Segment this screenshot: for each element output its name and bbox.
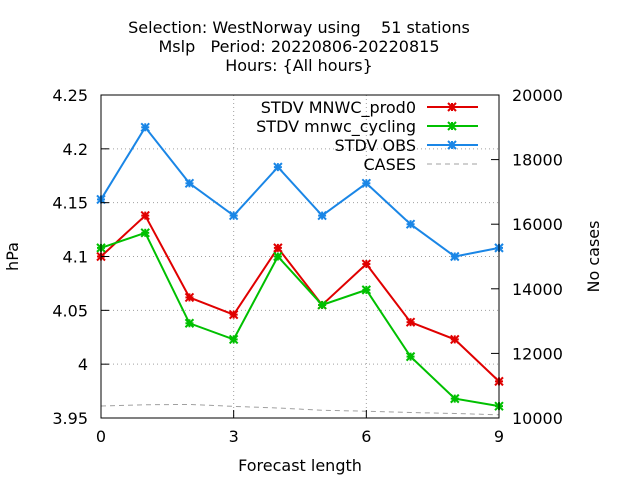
- legend-label: STDV OBS: [335, 136, 416, 155]
- y-tick-label: 4.05: [52, 301, 88, 320]
- series-line-3: [100, 125, 500, 258]
- x-tick-label: 9: [494, 427, 504, 446]
- x-axis-label: Forecast length: [238, 456, 362, 475]
- series-line-4: [100, 403, 500, 416]
- y2-tick-label: 20000: [512, 86, 563, 105]
- data-point: [405, 351, 416, 362]
- data-point: [405, 317, 416, 327]
- legend-label: STDV MNWC_prod0: [261, 98, 416, 118]
- data-point: [450, 251, 460, 262]
- data-point: [140, 122, 150, 133]
- y2-tick-label: 14000: [512, 280, 563, 299]
- title-line-3: Hours: {All hours}: [225, 56, 373, 75]
- data-point: [140, 210, 150, 221]
- data-point: [184, 178, 195, 188]
- y-tick-label: 4.25: [52, 86, 88, 105]
- data-point: [184, 292, 195, 303]
- data-point: [361, 178, 372, 188]
- axis-ticks: 3.95 4 4.05 4.1 4.15 4.2 4.25 10000 12000 14000 16…: [52, 86, 563, 446]
- data-point: [228, 334, 239, 345]
- legend-label: STDV mnwc_cycling: [256, 117, 416, 137]
- y2-tick-label: 10000: [512, 409, 563, 428]
- data-point: [361, 259, 372, 269]
- title-line-1: Selection: WestNorway using 51 stations: [128, 18, 470, 37]
- y-tick-label: 4.2: [63, 140, 88, 159]
- data-point: [273, 162, 283, 172]
- chart-title: Selection: WestNorway using 51 stationsM…: [128, 18, 470, 75]
- data-point: [184, 318, 195, 328]
- series-line-1: [100, 213, 500, 383]
- x-tick-label: 6: [361, 427, 371, 446]
- data-point: [228, 210, 239, 221]
- series-layer: [96, 122, 504, 416]
- y-tick-label: 4.1: [63, 248, 88, 267]
- data-point: [317, 300, 327, 310]
- legend-marker: [447, 121, 457, 131]
- data-point: [273, 251, 283, 262]
- legend-label: CASES: [363, 155, 416, 174]
- y2-tick-label: 18000: [512, 151, 563, 170]
- x-tick-label: 3: [229, 427, 239, 446]
- legend-marker: [447, 140, 457, 150]
- data-point: [273, 243, 283, 253]
- grid: [101, 95, 499, 418]
- title-line-2: Mslp Period: 20220806-20220815: [158, 37, 439, 56]
- y-tick-label: 4.15: [52, 194, 88, 213]
- data-point: [140, 228, 150, 238]
- x-tick-label: 0: [96, 427, 106, 446]
- y-tick-label: 3.95: [52, 409, 88, 428]
- y2-tick-label: 16000: [512, 215, 563, 234]
- data-point: [450, 393, 460, 404]
- data-point: [450, 334, 460, 345]
- data-point: [405, 219, 416, 229]
- y-axis-label: hPa: [3, 242, 22, 271]
- data-point: [361, 285, 372, 295]
- series-line-2: [100, 231, 500, 408]
- legend-marker: [447, 102, 457, 112]
- data-point: [228, 309, 239, 320]
- y2-tick-label: 12000: [512, 344, 563, 363]
- plot-frame: [100, 94, 500, 419]
- data-point: [317, 210, 327, 221]
- y2-axis-label: No cases: [584, 221, 603, 293]
- y-tick-label: 4: [78, 355, 88, 374]
